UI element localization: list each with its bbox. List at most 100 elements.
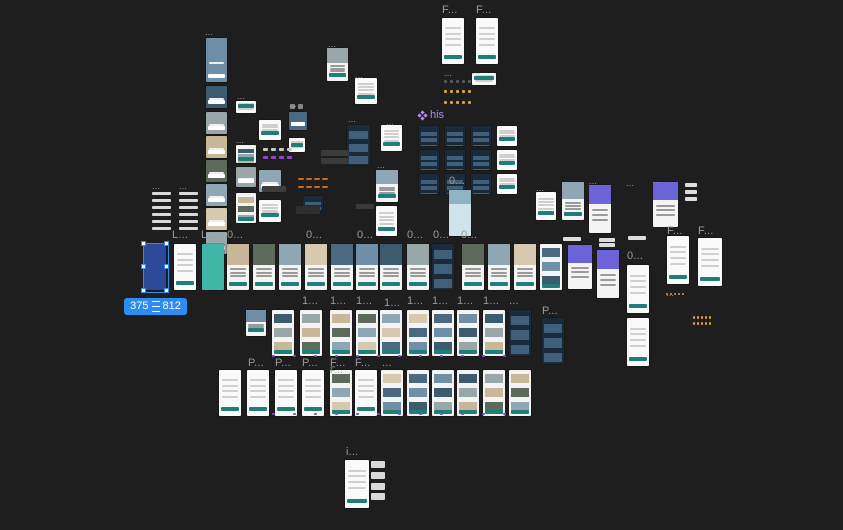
component-chip[interactable] xyxy=(377,355,380,357)
artboard-frame[interactable] xyxy=(667,236,689,284)
artboard-frame[interactable] xyxy=(483,310,505,356)
frame-label[interactable]: ... xyxy=(205,27,214,37)
artboard-frame[interactable] xyxy=(627,265,649,313)
artboard-frame[interactable] xyxy=(540,244,562,290)
component[interactable] xyxy=(262,186,286,192)
component-chip[interactable] xyxy=(444,80,447,83)
component-chip[interactable] xyxy=(482,413,485,415)
component-chip[interactable] xyxy=(456,80,459,83)
artboard-frame[interactable] xyxy=(300,310,322,356)
frame-label[interactable]: ... xyxy=(377,160,386,170)
component-chip[interactable] xyxy=(419,413,422,415)
component-chip[interactable] xyxy=(682,293,684,295)
component-chip[interactable] xyxy=(468,90,471,93)
artboard-frame[interactable] xyxy=(345,460,369,508)
component-chip[interactable] xyxy=(398,355,401,357)
component-chip[interactable] xyxy=(377,413,380,415)
component-chip[interactable] xyxy=(356,355,359,357)
artboard-frame[interactable] xyxy=(272,310,294,356)
artboard-frame[interactable] xyxy=(432,244,454,290)
frame-label[interactable]: F... xyxy=(330,365,343,375)
resize-handle[interactable] xyxy=(141,264,146,269)
frame-label[interactable]: L... xyxy=(172,229,189,241)
artboard-frame[interactable] xyxy=(419,174,439,194)
component-chip[interactable] xyxy=(563,237,581,241)
frame-label[interactable]: i... xyxy=(346,446,359,458)
frame-label[interactable]: P... xyxy=(542,305,558,317)
component-chip[interactable] xyxy=(298,178,304,180)
component-chip[interactable] xyxy=(462,90,465,93)
component-chip[interactable] xyxy=(705,322,707,325)
component-chip[interactable] xyxy=(322,178,328,180)
frame-label[interactable]: 0... xyxy=(627,250,644,262)
component-label[interactable]: his xyxy=(417,109,444,121)
artboard-frame[interactable] xyxy=(376,170,398,202)
frame-label[interactable]: ... xyxy=(626,178,635,188)
component[interactable] xyxy=(152,206,171,209)
component[interactable] xyxy=(152,199,171,202)
artboard-frame[interactable] xyxy=(483,370,505,416)
frame-label[interactable]: ... xyxy=(237,91,246,101)
artboard-frame[interactable] xyxy=(462,244,484,290)
artboard-frame[interactable] xyxy=(206,38,227,82)
frame-label[interactable]: 1... xyxy=(457,295,474,307)
artboard-frame[interactable] xyxy=(331,244,353,290)
component-chip[interactable] xyxy=(335,413,338,415)
frame-label[interactable]: ... xyxy=(444,68,453,78)
component-chip[interactable] xyxy=(398,413,401,415)
frame-label[interactable]: ... xyxy=(386,117,395,127)
component-chip[interactable] xyxy=(685,190,697,194)
component-chip[interactable] xyxy=(298,104,303,109)
artboard-frame[interactable] xyxy=(542,318,564,364)
artboard-frame[interactable] xyxy=(236,193,256,223)
artboard-frame[interactable] xyxy=(253,244,275,290)
resize-handle[interactable] xyxy=(141,288,146,293)
artboard-frame[interactable] xyxy=(219,370,241,416)
artboard-frame[interactable] xyxy=(380,310,402,356)
component-chip[interactable] xyxy=(272,413,275,415)
component-chip[interactable] xyxy=(419,355,422,357)
frame-label[interactable]: 1... xyxy=(356,295,373,307)
component-chip[interactable] xyxy=(444,101,447,104)
frame-label[interactable]: 0... xyxy=(461,229,478,241)
artboard-frame[interactable] xyxy=(202,244,224,290)
artboard-frame[interactable] xyxy=(381,370,403,416)
component-chip[interactable] xyxy=(468,80,471,83)
resize-handle[interactable] xyxy=(164,288,169,293)
component-chip[interactable] xyxy=(314,186,320,188)
component-chip[interactable] xyxy=(705,316,707,319)
component-chip[interactable] xyxy=(279,148,284,151)
component-chip[interactable] xyxy=(670,293,672,295)
component-chip[interactable] xyxy=(599,243,615,247)
resize-handle[interactable] xyxy=(164,264,169,269)
component-chip[interactable] xyxy=(697,322,699,325)
frame-label[interactable]: 1... xyxy=(302,295,319,307)
component-chip[interactable] xyxy=(293,355,296,357)
artboard-frame[interactable] xyxy=(144,244,166,290)
artboard-frame[interactable] xyxy=(445,150,465,170)
component-chip[interactable] xyxy=(306,178,312,180)
artboard-frame[interactable] xyxy=(497,126,517,146)
component-chip[interactable] xyxy=(503,355,506,357)
frame-label[interactable]: ... xyxy=(653,175,662,185)
component[interactable] xyxy=(152,192,171,195)
artboard-frame[interactable] xyxy=(471,174,491,194)
frame-label[interactable]: 0... xyxy=(227,229,244,241)
artboard-frame[interactable] xyxy=(407,244,429,290)
artboard-frame[interactable] xyxy=(476,18,498,64)
component-chip[interactable] xyxy=(314,413,317,415)
component-chip[interactable] xyxy=(298,186,304,188)
artboard-frame[interactable] xyxy=(419,150,439,170)
component-chip[interactable] xyxy=(450,90,453,93)
component-chip[interactable] xyxy=(701,316,703,319)
artboard-frame[interactable] xyxy=(472,73,496,85)
artboard-frame[interactable] xyxy=(449,190,471,236)
artboard-frame[interactable] xyxy=(381,125,402,151)
frame-label[interactable]: 1... xyxy=(330,295,347,307)
frame-label[interactable]: ... xyxy=(246,303,255,313)
artboard-frame[interactable] xyxy=(206,112,227,134)
artboard-frame[interactable] xyxy=(653,182,678,227)
frame-label[interactable]: ... xyxy=(509,295,519,307)
component-chip[interactable] xyxy=(314,178,320,180)
